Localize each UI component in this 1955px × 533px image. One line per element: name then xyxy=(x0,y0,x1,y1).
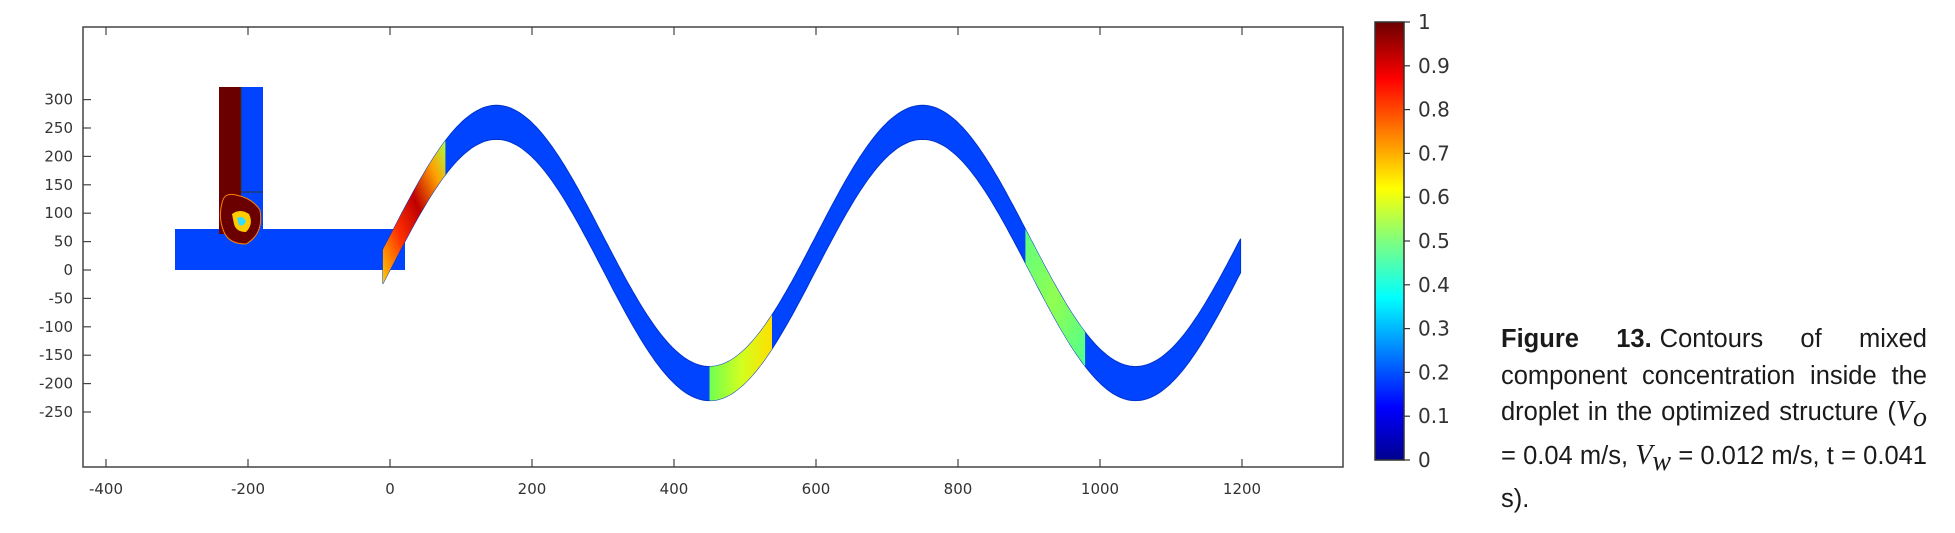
vw-value: = 0.012 m/s, t = 0.041 s). xyxy=(1501,441,1927,514)
y-tick-label: 0 xyxy=(63,261,73,279)
colorbar-tick-label: 0 xyxy=(1418,448,1431,472)
y-tick-label: 150 xyxy=(44,176,73,194)
x-tick-label: 1200 xyxy=(1223,480,1261,498)
y-tick-label: 50 xyxy=(54,233,73,251)
figure-caption: Figure 13. Contours of mixed component co… xyxy=(1501,321,1927,518)
colorbar-tick-label: 0.4 xyxy=(1418,273,1450,297)
inlet-droplet-swirl xyxy=(237,217,246,226)
caption-text: Contours of mixed component concentratio… xyxy=(1501,325,1927,426)
x-tick-label: -400 xyxy=(89,480,123,498)
colorbar-gradient xyxy=(1374,21,1405,461)
colorbar-tick-label: 0.8 xyxy=(1418,98,1450,122)
vertical-inlet-water xyxy=(241,87,263,234)
vo-symbol: V xyxy=(1895,396,1913,427)
y-tick-label: 250 xyxy=(44,119,73,137)
colorbar: 1 0.9 0.8 0.7 0.6 0.5 0.4 0.3 0.2 0.1 0 xyxy=(1374,10,1450,472)
vw-sub: w xyxy=(1652,445,1672,477)
y-axis: 300 250 200 150 100 50 0 -50 -100 -150 -200 -250 xyxy=(39,91,91,421)
y-tick-label: -50 xyxy=(49,289,74,307)
colorbar-tick-label: 0.3 xyxy=(1418,317,1450,341)
vw-symbol: V xyxy=(1635,439,1653,471)
x-tick-label: 0 xyxy=(385,480,395,498)
y-tick-label: -150 xyxy=(39,346,73,364)
channel-domain xyxy=(175,87,1242,402)
vo-value: = 0.04 m/s, xyxy=(1501,441,1629,470)
y-tick-label: -200 xyxy=(39,375,73,393)
colorbar-tick-label: 0.1 xyxy=(1418,404,1450,428)
y-tick-label: -250 xyxy=(39,403,73,421)
x-tick-label: -200 xyxy=(231,480,265,498)
y-tick-label: 300 xyxy=(44,91,73,109)
inlet-channel xyxy=(175,229,405,270)
y-tick-label: -100 xyxy=(39,318,73,336)
x-axis: -400 -200 0 200 400 600 800 1000 1200 xyxy=(89,27,1261,498)
droplet-2 xyxy=(709,314,772,401)
droplet-3 xyxy=(1025,229,1086,367)
colorbar-tick-label: 0.5 xyxy=(1418,229,1450,253)
colorbar-tick-label: 0.6 xyxy=(1418,185,1450,209)
x-tick-label: 1000 xyxy=(1081,480,1119,498)
figure-label: Figure 13. xyxy=(1501,325,1652,353)
colorbar-tick-label: 0.2 xyxy=(1418,360,1450,384)
y-tick-label: 200 xyxy=(44,147,73,165)
colorbar-tick-label: 1 xyxy=(1418,10,1431,34)
colorbar-tick-label: 0.9 xyxy=(1418,54,1450,78)
droplet-1 xyxy=(382,140,446,284)
vo-sub: o xyxy=(1913,402,1927,434)
x-tick-label: 200 xyxy=(518,480,547,498)
colorbar-ticks: 1 0.9 0.8 0.7 0.6 0.5 0.4 0.3 0.2 0.1 0 xyxy=(1404,10,1450,472)
x-tick-label: 400 xyxy=(660,480,689,498)
x-tick-label: 800 xyxy=(944,480,973,498)
y-tick-label: 100 xyxy=(44,204,73,222)
serpentine-channel xyxy=(382,104,1242,402)
x-tick-label: 600 xyxy=(802,480,831,498)
colorbar-tick-label: 0.7 xyxy=(1418,141,1450,165)
